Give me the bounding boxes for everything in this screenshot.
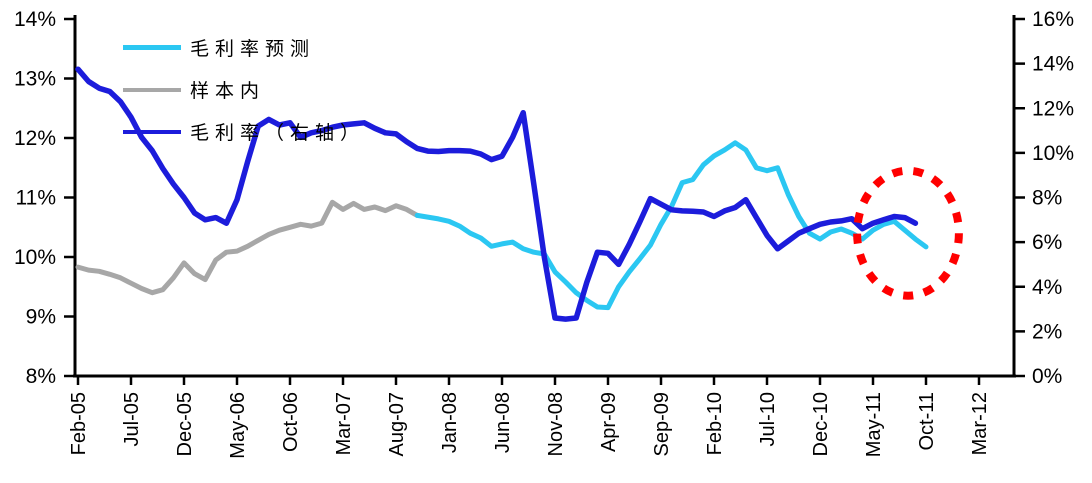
legend-label-insample: 样本内 bbox=[190, 80, 266, 102]
right-tick-label: 10% bbox=[1032, 142, 1074, 165]
left-tick-label: 14% bbox=[14, 8, 56, 31]
series-line-0 bbox=[75, 199, 420, 296]
x-tick-label: May-06 bbox=[227, 392, 249, 459]
series-line-2 bbox=[75, 66, 919, 322]
right-tick-label: 6% bbox=[1032, 231, 1062, 254]
left-tick-label: 13% bbox=[14, 68, 56, 91]
right-tick-label: 12% bbox=[1032, 97, 1074, 120]
left-tick-label: 9% bbox=[26, 306, 56, 329]
x-tick-label: Nov-08 bbox=[545, 392, 567, 456]
legend-item-grossmargin: 毛利率（右轴） bbox=[123, 118, 365, 145]
x-tick-label: Oct-06 bbox=[280, 392, 302, 452]
legend-item-insample: 样本内 bbox=[123, 76, 265, 103]
left-tick-label: 11% bbox=[16, 187, 56, 210]
left-tick-label: 8% bbox=[26, 365, 56, 388]
right-tick-label: 0% bbox=[1032, 365, 1062, 388]
x-tick-label: Dec-05 bbox=[174, 392, 196, 456]
right-tick-label: 4% bbox=[1032, 276, 1062, 299]
x-tick-label: May-11 bbox=[863, 392, 885, 457]
right-tick-label: 8% bbox=[1032, 187, 1062, 210]
x-tick-label: Mar-07 bbox=[333, 392, 355, 455]
grossmargin-line-swatch bbox=[123, 129, 181, 134]
series-line-1 bbox=[414, 140, 929, 311]
x-tick-label: Apr-09 bbox=[598, 392, 620, 452]
legend-label-grossmargin: 毛利率（右轴） bbox=[190, 122, 366, 144]
insample-line-swatch bbox=[123, 87, 181, 92]
x-tick-label: Jan-08 bbox=[439, 392, 461, 453]
left-tick-label: 10% bbox=[14, 246, 56, 269]
x-tick-label: Mar-12 bbox=[969, 392, 991, 455]
left-tick-label: 12% bbox=[14, 127, 56, 150]
x-tick-label: Feb-05 bbox=[68, 392, 90, 455]
x-tick-label: Jun-08 bbox=[492, 392, 514, 453]
legend-label-forecast: 毛利率预测 bbox=[190, 38, 316, 60]
x-tick-label: Aug-07 bbox=[386, 392, 408, 457]
right-tick-label: 14% bbox=[1032, 53, 1074, 76]
x-tick-label: Oct-11 bbox=[916, 392, 938, 451]
x-tick-label: Jul-10 bbox=[757, 392, 779, 446]
legend-item-forecast: 毛利率预测 bbox=[123, 34, 315, 61]
x-tick-label: Dec-10 bbox=[810, 392, 832, 456]
right-tick-label: 16% bbox=[1032, 8, 1074, 31]
x-tick-label: Sep-09 bbox=[651, 392, 673, 457]
right-tick-label: 2% bbox=[1032, 320, 1062, 343]
x-tick-label: Feb-10 bbox=[704, 392, 726, 455]
forecast-line-swatch bbox=[123, 45, 181, 50]
x-tick-label: Jul-05 bbox=[121, 392, 143, 446]
highlight-ellipse bbox=[853, 166, 963, 300]
